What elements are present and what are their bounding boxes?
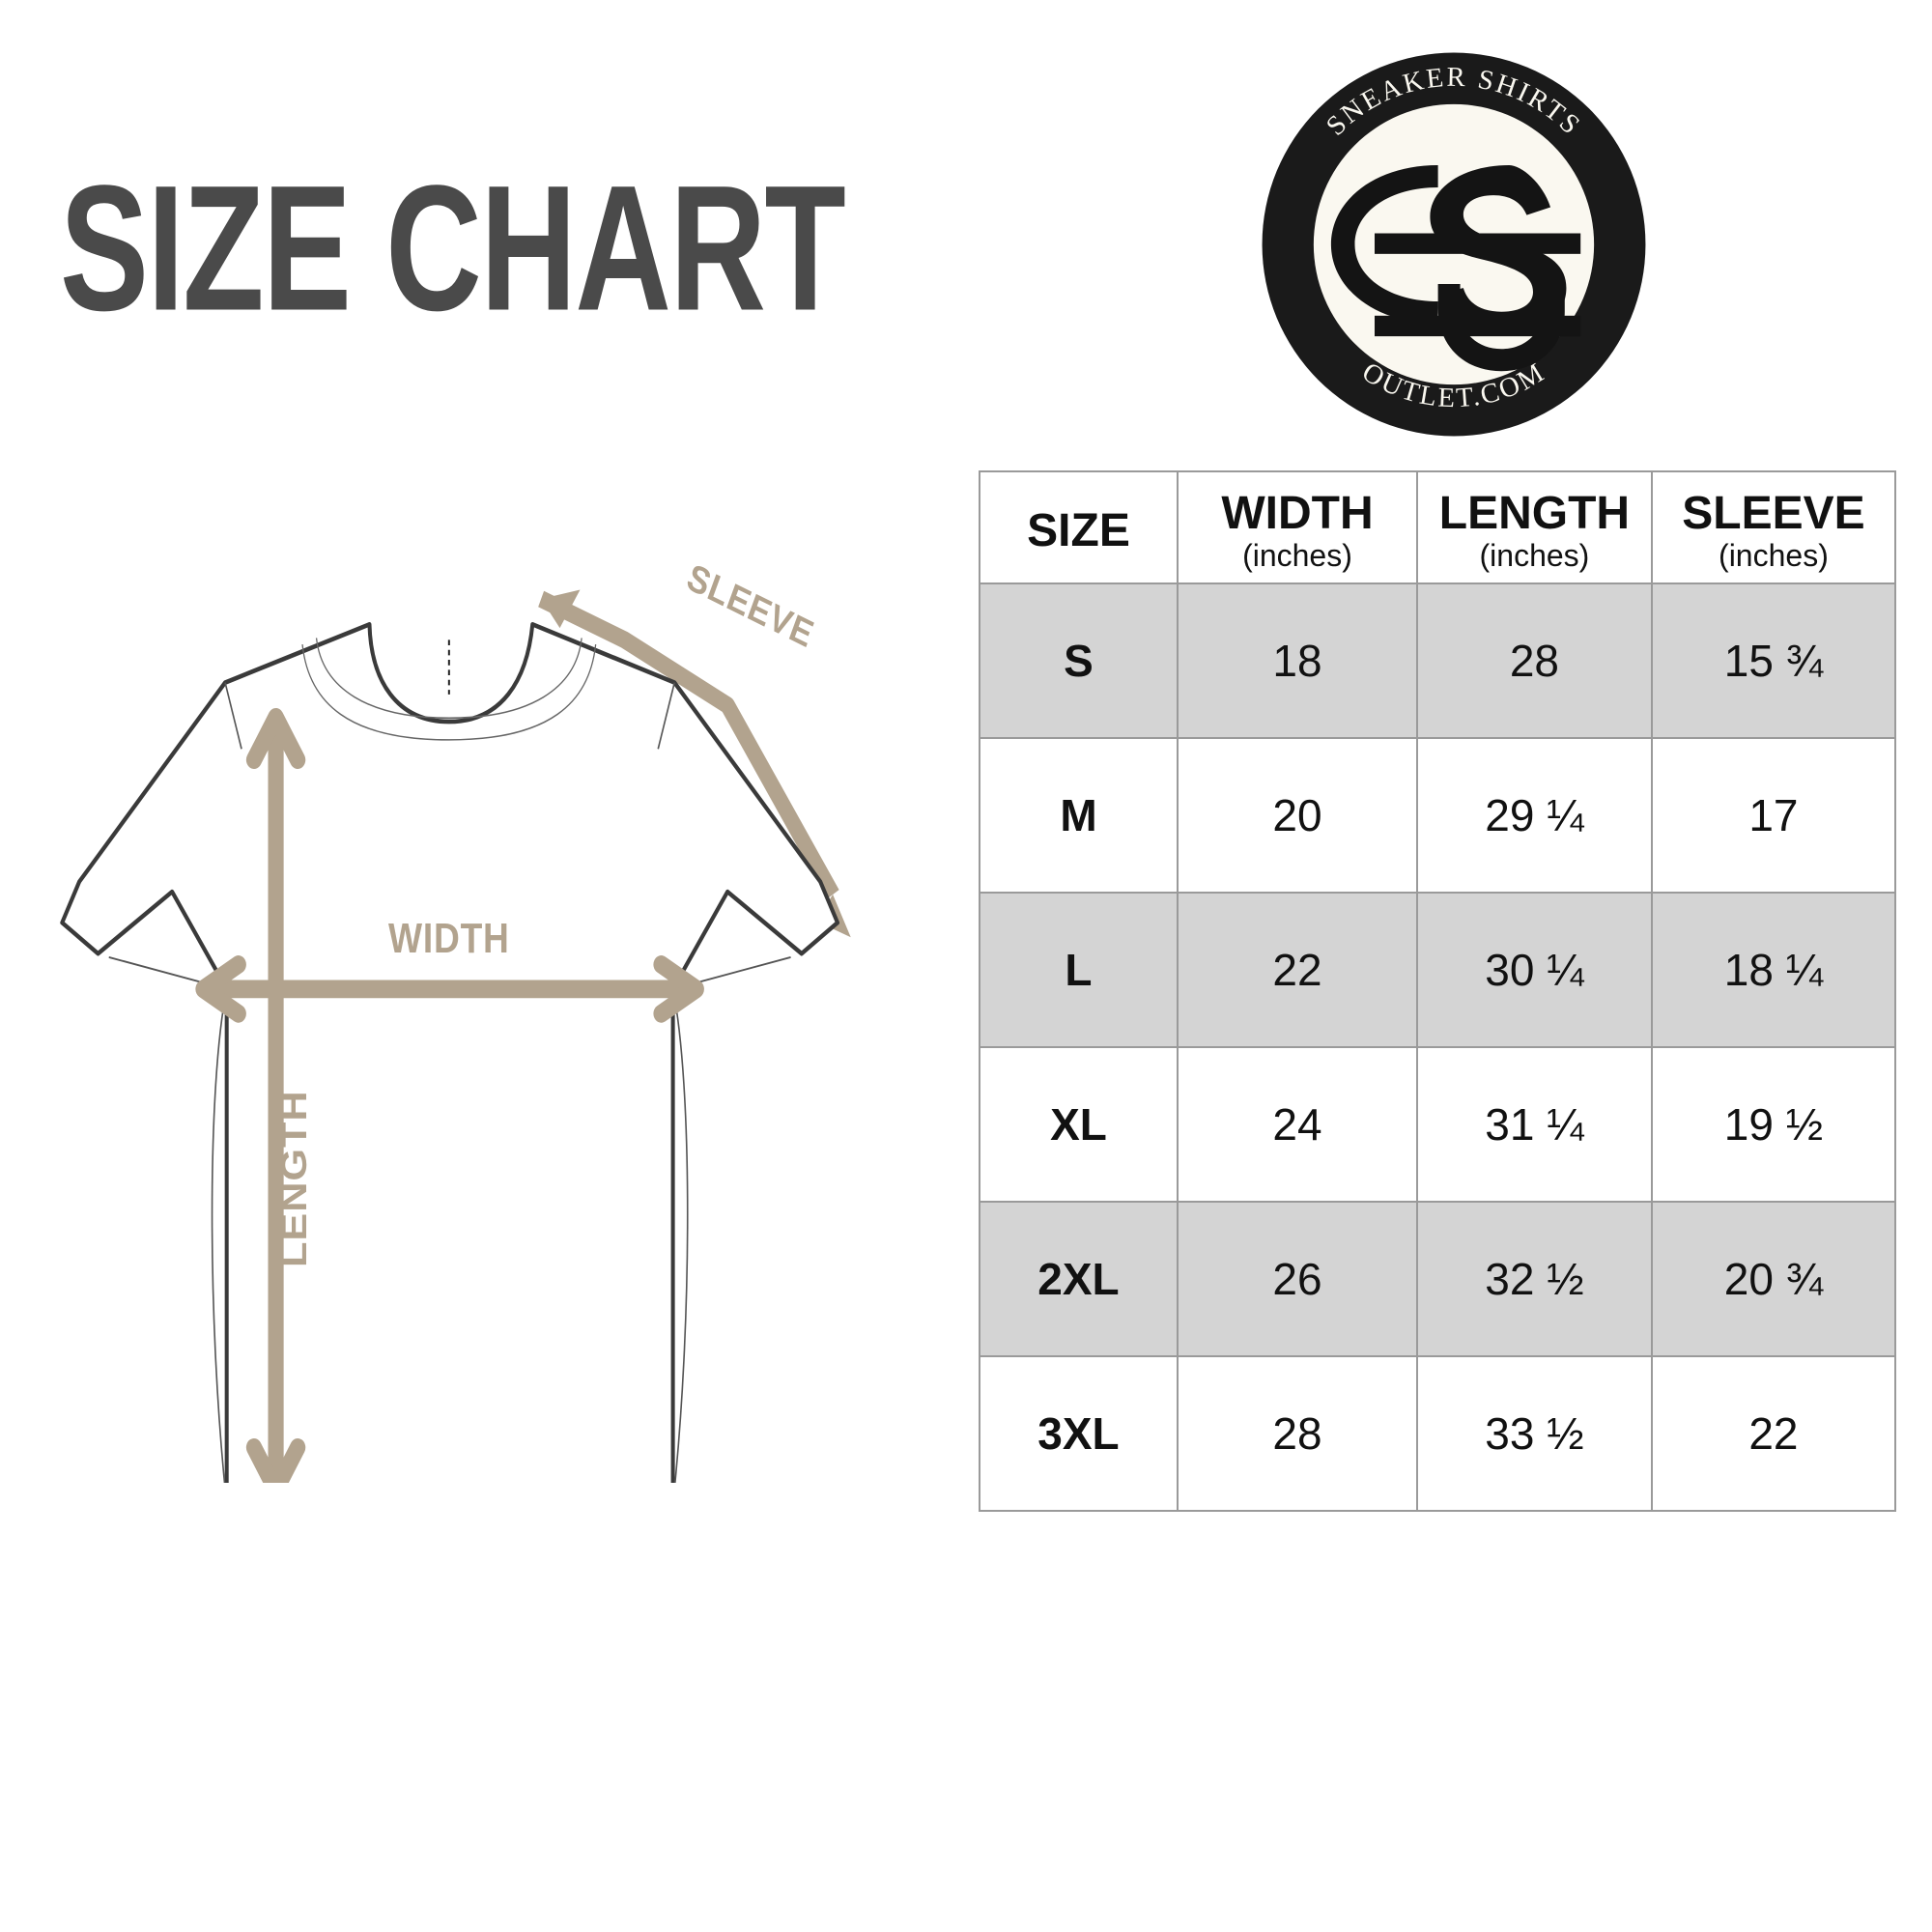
svg-text:LENGTH: LENGTH	[273, 1090, 314, 1267]
svg-text:WIDTH: WIDTH	[388, 915, 510, 962]
svg-text:SLEEVE: SLEEVE	[682, 555, 819, 656]
